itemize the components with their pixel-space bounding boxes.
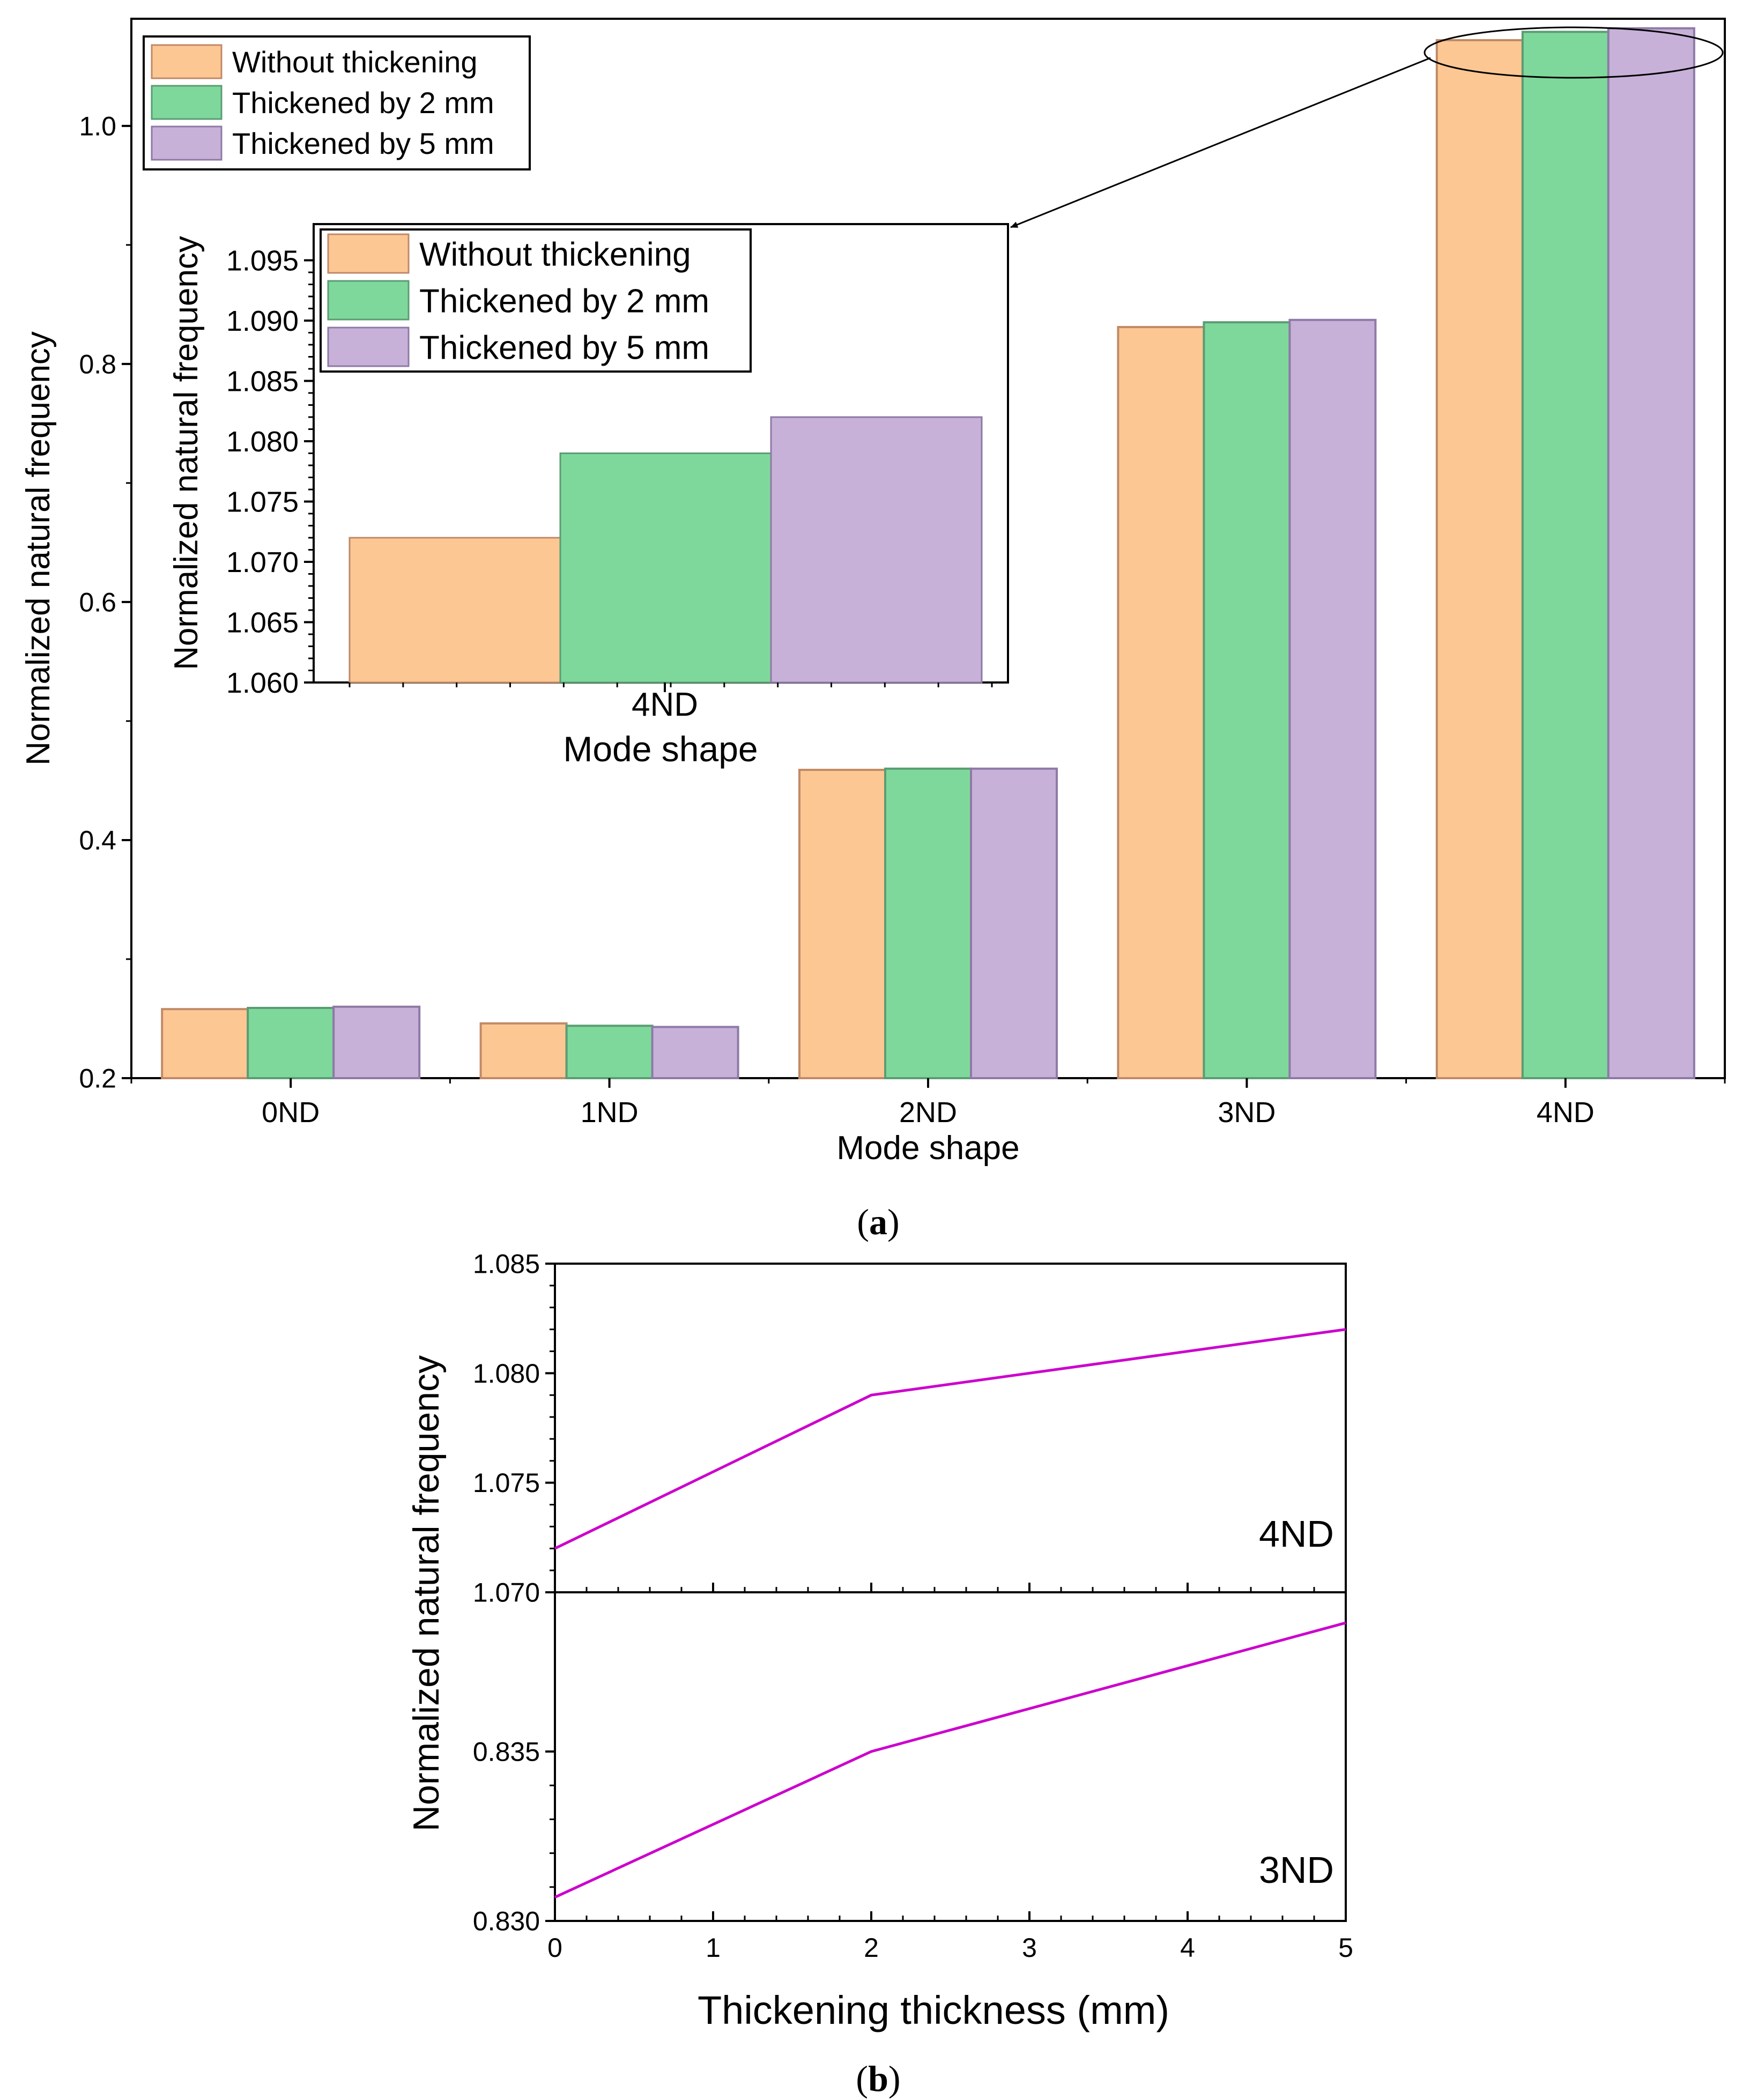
inset-legend-label-without-thickening: Without thickening (419, 236, 691, 273)
bar-2nd-thickened-by-5-mm (970, 767, 1058, 1079)
inset-y-tick-label: 1.095 (226, 244, 299, 277)
bar-3nd-thickened-by-2-mm (1203, 321, 1291, 1079)
panel-b-subplot-3nd-y-ticks: 0.830 0.835 (473, 1737, 555, 1936)
panel-b-caption-letter: b (868, 2058, 888, 2099)
panel-b-subplot-3nd-x-ticks (554, 1911, 1347, 1921)
panel-b-subplot-4nd-y-ticks: 1.070 1.075 1.080 1.085 (473, 1249, 555, 1608)
inset-legend-swatch-thickened-by-5-mm (327, 326, 410, 367)
inset-y-tick-label: 1.090 (226, 305, 299, 337)
panel-b-x-tick-label: 0 (547, 1933, 562, 1963)
panel-b-x-axis-label: Thickening thickness (mm) (698, 1988, 1169, 2032)
panel-b-3nd-y-tick-label: 0.835 (473, 1737, 540, 1767)
panel-b-caption: (b) (856, 2058, 900, 2099)
bar-0nd-thickened-by-2-mm (247, 1007, 335, 1079)
panel-b-x-tick-label: 1 (706, 1933, 721, 1963)
bar-1nd-thickened-by-2-mm (565, 1025, 654, 1079)
inset-x-axis-label: Mode shape (563, 729, 758, 769)
inset-y-tick-label: 1.060 (226, 667, 299, 699)
bar-1nd-without-thickening (479, 1022, 568, 1079)
bar-4nd-thickened-by-5-mm (1607, 27, 1695, 1079)
panel-a-x-tick-label-0nd: 0ND (262, 1096, 320, 1129)
bar-4nd-without-thickening (1435, 39, 1524, 1080)
inset-bar-thickened-by-2-mm (559, 452, 772, 684)
panel-a-y-axis-label: Normalized natural frequency (20, 331, 57, 766)
inset-legend-label-thickened-by-5-mm: Thickened by 5 mm (419, 329, 709, 366)
panel-b-4nd-y-tick-label: 1.075 (473, 1468, 540, 1498)
inset-y-tick-label: 1.085 (226, 365, 299, 397)
panel-b-4nd-series-line (554, 1328, 1346, 1550)
panel-b-4nd-y-tick-label: 1.080 (473, 1359, 540, 1389)
inset-y-axis-label: Normalized natural frequency (168, 236, 205, 670)
panel-b-subplot-3nd-label: 3ND (1259, 1849, 1334, 1891)
panel-a-x-tick-label-3nd: 3ND (1218, 1096, 1276, 1129)
panel-b-x-tick-labels: 0 1 2 3 4 5 (547, 1933, 1353, 1963)
bar-2nd-thickened-by-2-mm (884, 767, 972, 1079)
panel-a-y-tick-label: 0.2 (79, 1064, 116, 1094)
panel-a-x-tick-label-4nd: 4ND (1537, 1096, 1595, 1129)
inset-legend: Without thickening Thickened by 2 mm Thick… (320, 228, 752, 373)
panel-a-caption-letter: a (869, 1201, 887, 1242)
bar-0nd-without-thickening (161, 1008, 249, 1079)
panel-b-subplot-4nd-x-ticks (554, 1583, 1347, 1592)
panel-a-x-axis-label: Mode shape (836, 1130, 1019, 1167)
inset-x-tick-label: 4ND (632, 686, 698, 723)
inset-legend-label-thickened-by-2-mm: Thickened by 2 mm (419, 283, 709, 320)
panel-a-x-tick-label-2nd: 2ND (899, 1096, 957, 1129)
panel-b-subplot-4nd: 1.070 1.075 1.080 1.085 4ND (473, 1249, 1347, 1608)
panel-a-y-tick-label: 1.0 (79, 111, 116, 141)
inset-y-tick-label: 1.075 (226, 486, 299, 518)
panel-b-x-tick-label: 4 (1180, 1933, 1195, 1963)
panel-a-x-ticks: 0ND 1ND 2ND 3ND 4ND (130, 1078, 1726, 1129)
panel-a-inset-chart: 1.060 1.065 1.070 1.075 1.080 1.085 1.090 1.095… (168, 223, 1009, 769)
inset-y-tick-label: 1.070 (226, 546, 299, 578)
bar-1nd-thickened-by-5-mm (651, 1026, 739, 1080)
inset-legend-swatch-thickened-by-2-mm (327, 280, 410, 321)
panel-a-y-tick-label: 0.4 (79, 825, 116, 855)
panel-a-legend-label-thickened-by-5-mm: Thickened by 5 mm (232, 127, 494, 160)
panel-a-bars (161, 27, 1695, 1080)
panel-b-x-tick-label: 2 (864, 1933, 879, 1963)
panel-a-y-tick-label: 0.6 (79, 587, 116, 617)
bar-3nd-thickened-by-5-mm (1288, 318, 1377, 1080)
panel-a-legend: Without thickening Thickened by 2 mm Thick… (143, 35, 531, 170)
zoom-callout-ellipse (1424, 26, 1724, 79)
panel-b-3nd-series-line (554, 1621, 1346, 1899)
bar-2nd-without-thickening (798, 768, 886, 1079)
panel-a-legend-swatch-without-thickening (151, 44, 223, 79)
panel-b-y-axis-label: Normalized natural frequency (406, 1355, 447, 1831)
panel-a-legend-swatch-thickened-by-5-mm (151, 125, 223, 161)
panel-b-4nd-y-tick-label: 1.085 (473, 1249, 540, 1279)
panel-b-x-tick-label: 5 (1338, 1933, 1353, 1963)
panel-a-y-ticks: 0.2 0.4 0.6 0.8 1.0 (79, 111, 131, 1094)
inset-y-ticks: 1.060 1.065 1.070 1.075 1.080 1.085 1.090 1.095 (226, 244, 314, 699)
inset-y-tick-label: 1.065 (226, 606, 299, 639)
panel-a-y-tick-label: 0.8 (79, 349, 116, 379)
panel-b-subplot-4nd-frame (554, 1263, 1347, 1593)
inset-bars (349, 416, 983, 684)
panel-b-subplot-4nd-label: 4ND (1259, 1513, 1334, 1555)
inset-legend-swatch-without-thickening (327, 233, 410, 274)
panel-b-subplot-3nd: 0.830 0.835 3ND (473, 1591, 1347, 1936)
panel-a-x-tick-label-1nd: 1ND (581, 1096, 639, 1129)
panel-b-3nd-y-tick-label: 0.830 (473, 1906, 540, 1936)
panel-b-subplot-3nd-frame (554, 1591, 1347, 1922)
bar-3nd-without-thickening (1117, 326, 1205, 1079)
panel-a-legend-label-without-thickening: Without thickening (232, 45, 478, 79)
panel-b-4nd-y-tick-label: 1.070 (473, 1578, 540, 1608)
panel-b-x-tick-label: 3 (1022, 1933, 1037, 1963)
inset-x-ticks (349, 682, 993, 692)
panel-a-bar-chart: 0.2 0.4 0.6 0.8 1.0 0ND 1ND 2ND 3ND 4ND Normaliz… (20, 18, 1726, 1242)
bar-4nd-thickened-by-2-mm (1521, 31, 1610, 1079)
zoom-callout-arrow (1010, 57, 1431, 228)
panel-a-caption: (a) (857, 1201, 899, 1242)
inset-bar-thickened-by-5-mm (770, 416, 983, 684)
panel-a-legend-label-thickened-by-2-mm: Thickened by 2 mm (232, 86, 494, 120)
inset-y-tick-label: 1.080 (226, 426, 299, 458)
inset-bar-without-thickening (349, 537, 561, 684)
panel-a-legend-swatch-thickened-by-2-mm (151, 85, 223, 120)
bar-0nd-thickened-by-5-mm (332, 1005, 421, 1079)
